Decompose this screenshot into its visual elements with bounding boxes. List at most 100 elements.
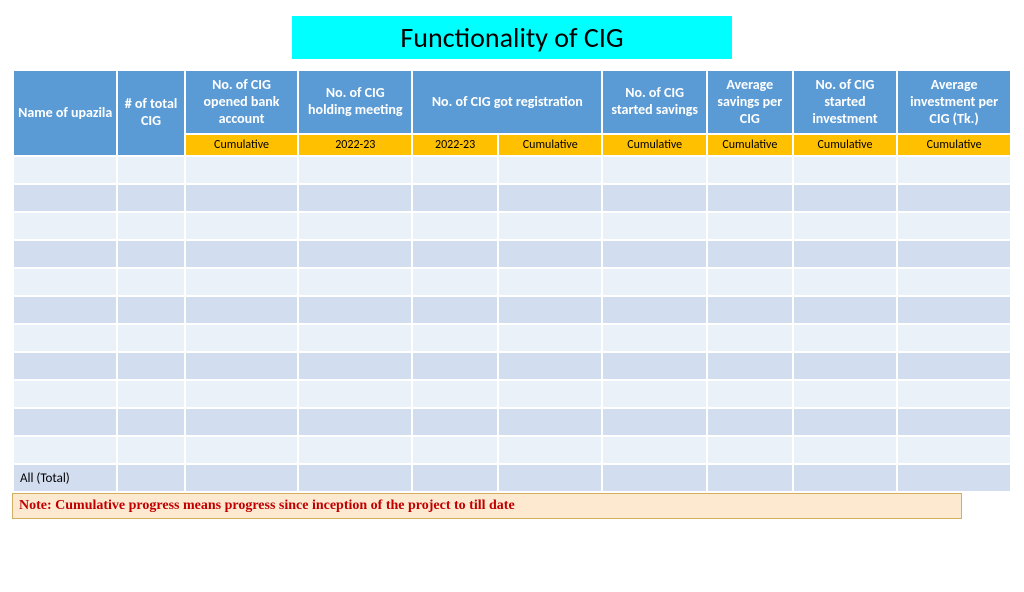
table-body: All (Total) (14, 157, 1010, 491)
table-row (14, 297, 1010, 323)
table-cell (499, 297, 601, 323)
table-cell (14, 185, 116, 211)
table-cell (603, 381, 705, 407)
table-cell (794, 465, 896, 491)
table-cell (413, 465, 497, 491)
table-cell (413, 409, 497, 435)
table-row (14, 213, 1010, 239)
table-cell (898, 269, 1010, 295)
table-cell (118, 213, 183, 239)
table-cell (299, 381, 411, 407)
table-cell (118, 409, 183, 435)
table-cell (898, 353, 1010, 379)
table-cell (186, 437, 298, 463)
table-cell (118, 325, 183, 351)
table-cell (794, 325, 896, 351)
table-row (14, 437, 1010, 463)
table-cell (603, 325, 705, 351)
table-row (14, 185, 1010, 211)
table-cell (708, 381, 792, 407)
table-cell (118, 269, 183, 295)
column-header: No. of CIG holding meeting (299, 71, 411, 133)
table-header-row: Name of upazila# of total CIGNo. of CIG … (14, 71, 1010, 133)
table-row (14, 325, 1010, 351)
table-cell (499, 409, 601, 435)
table-cell (708, 157, 792, 183)
table-cell (708, 437, 792, 463)
table-cell (603, 437, 705, 463)
table-cell (299, 297, 411, 323)
column-header: No. of CIG got registration (413, 71, 601, 133)
table-cell (14, 353, 116, 379)
table-row (14, 241, 1010, 267)
table-cell (299, 325, 411, 351)
table-cell (499, 353, 601, 379)
table-cell (299, 213, 411, 239)
table-row (14, 353, 1010, 379)
table-row (14, 157, 1010, 183)
table-cell (186, 465, 298, 491)
table-cell (603, 241, 705, 267)
table-cell (118, 465, 183, 491)
column-header: No. of CIG opened bank account (186, 71, 298, 133)
table-cell (898, 465, 1010, 491)
column-subheader: Cumulative (708, 135, 792, 155)
table-cell (14, 325, 116, 351)
table-cell (413, 437, 497, 463)
table-cell (14, 157, 116, 183)
table-cell (898, 381, 1010, 407)
column-header: Average savings per CIG (708, 71, 792, 133)
table-cell (413, 381, 497, 407)
table-cell (499, 213, 601, 239)
table-cell (898, 325, 1010, 351)
table-row (14, 381, 1010, 407)
table-cell (794, 381, 896, 407)
table-cell (603, 269, 705, 295)
table-cell (118, 437, 183, 463)
table-cell (299, 353, 411, 379)
table-cell (186, 297, 298, 323)
table-cell (794, 269, 896, 295)
table-cell (413, 353, 497, 379)
table-cell (708, 353, 792, 379)
column-header: Name of upazila (14, 71, 116, 155)
table-cell (413, 297, 497, 323)
column-header: No. of CIG started savings (603, 71, 705, 133)
table-cell (186, 325, 298, 351)
column-subheader: Cumulative (499, 135, 601, 155)
table-cell (499, 269, 601, 295)
table-cell (186, 213, 298, 239)
table-cell (118, 157, 183, 183)
table-cell (499, 465, 601, 491)
table-row (14, 409, 1010, 435)
table-container: Name of upazila# of total CIGNo. of CIG … (0, 69, 1024, 493)
footnote: Note: Cumulative progress means progress… (12, 493, 962, 519)
table-cell (299, 241, 411, 267)
table-cell (186, 381, 298, 407)
table-cell (499, 157, 601, 183)
table-cell (708, 465, 792, 491)
table-cell (708, 409, 792, 435)
column-subheader: 2022-23 (299, 135, 411, 155)
table-cell (186, 269, 298, 295)
table-cell (118, 381, 183, 407)
table-cell (708, 297, 792, 323)
table-cell (299, 157, 411, 183)
table-cell (898, 297, 1010, 323)
table-cell (14, 381, 116, 407)
table-cell (14, 213, 116, 239)
table-cell (299, 437, 411, 463)
column-subheader: 2022-23 (413, 135, 497, 155)
table-cell (603, 157, 705, 183)
table-cell (603, 213, 705, 239)
table-cell: All (Total) (14, 465, 116, 491)
table-cell (898, 409, 1010, 435)
table-cell (794, 157, 896, 183)
table-row: All (Total) (14, 465, 1010, 491)
column-subheader: Cumulative (898, 135, 1010, 155)
table-cell (186, 409, 298, 435)
table-cell (708, 241, 792, 267)
table-cell (186, 157, 298, 183)
table-cell (898, 185, 1010, 211)
table-cell (794, 297, 896, 323)
